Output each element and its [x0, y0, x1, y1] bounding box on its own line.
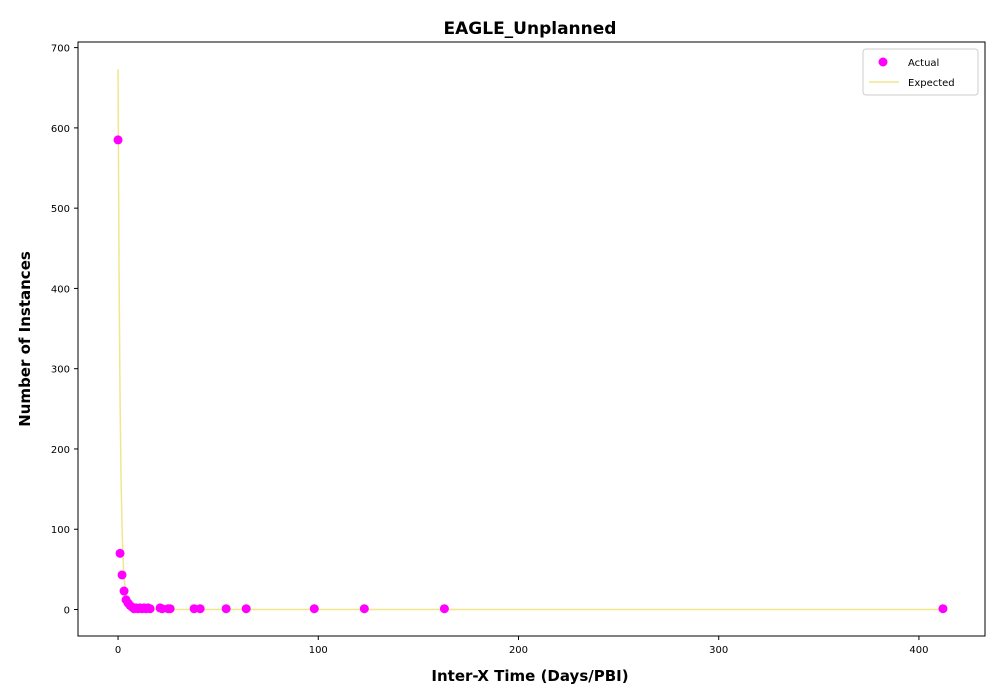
series-layer: [113, 69, 948, 614]
data-point-actual: [113, 135, 123, 145]
data-point-actual: [145, 604, 155, 614]
plot-area: [77, 41, 986, 637]
data-point-actual: [221, 604, 231, 614]
x-tick-label: 0: [115, 645, 121, 656]
data-point-actual: [115, 548, 125, 558]
data-point-actual: [165, 604, 175, 614]
data-point-actual: [309, 604, 319, 614]
y-tick-label: 400: [51, 284, 70, 295]
legend-marker-actual: [878, 57, 888, 67]
y-tick-label: 0: [64, 606, 70, 617]
y-tick-label: 600: [51, 124, 70, 135]
data-point-actual: [241, 604, 251, 614]
x-tick-label: 400: [909, 645, 928, 656]
y-tick-label: 500: [51, 204, 70, 215]
x-tick-label: 100: [309, 645, 328, 656]
x-axis-label: Inter-X Time (Days/PBI): [431, 667, 628, 685]
y-tick-label: 300: [51, 365, 70, 376]
y-tick-label: 200: [51, 445, 70, 456]
legend-label-expected: Expected: [908, 78, 955, 89]
legend: Actual Expected: [862, 48, 979, 96]
x-tick-label: 300: [709, 645, 728, 656]
data-point-actual: [119, 586, 129, 596]
y-axis-label: Number of Instances: [16, 251, 34, 427]
y-tick-label: 100: [51, 525, 70, 536]
y-tick-label: 700: [51, 44, 70, 55]
legend-box: [862, 48, 979, 96]
plot-frame: [77, 41, 986, 637]
data-point-actual: [938, 604, 948, 614]
y-axis: 0 100 200 300 400 500 600 700: [51, 44, 78, 617]
x-tick-label: 200: [509, 645, 528, 656]
data-point-actual: [117, 570, 127, 580]
data-point-actual: [359, 604, 369, 614]
data-point-actual: [195, 604, 205, 614]
chart-title: EAGLE_Unplanned: [444, 19, 617, 39]
legend-label-actual: Actual: [908, 58, 939, 69]
data-point-actual: [439, 604, 449, 614]
x-axis: 0 100 200 300 400: [115, 636, 928, 656]
